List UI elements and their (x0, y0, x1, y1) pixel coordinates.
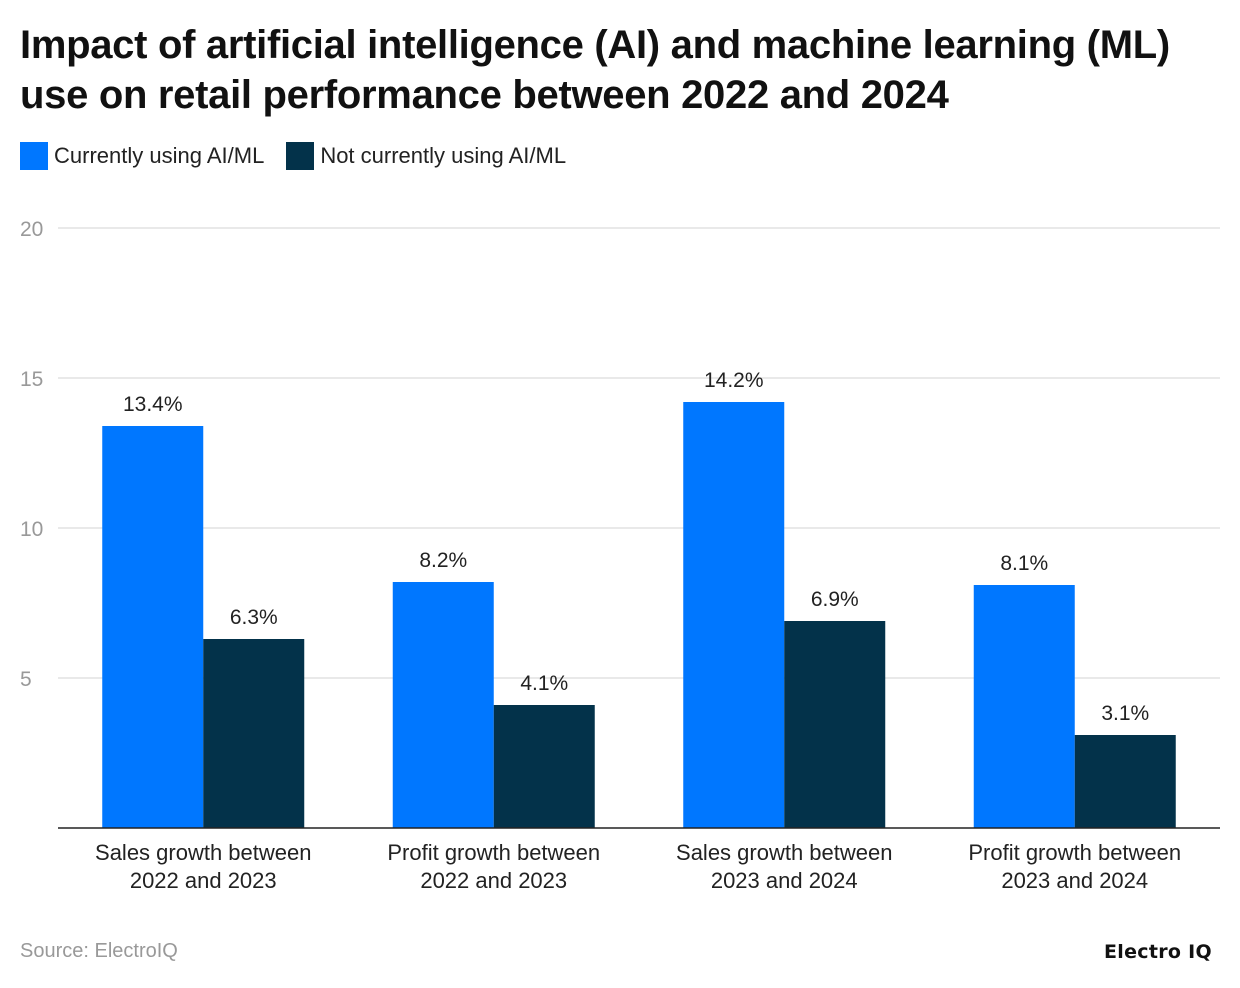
bar-not-using (784, 621, 886, 828)
legend-item-currently-using: Currently using AI/ML (20, 142, 264, 170)
data-label: 4.1% (520, 672, 568, 695)
data-label: 8.2% (419, 549, 467, 572)
x-tick-label: Sales growth between (95, 840, 311, 865)
x-tick-label: 2022 and 2023 (420, 868, 567, 893)
bar-using (392, 582, 494, 828)
data-label: 6.3% (230, 606, 278, 629)
legend-swatch-not-using (286, 142, 315, 170)
data-label: 14.2% (704, 369, 764, 392)
data-label: 8.1% (1000, 552, 1048, 575)
legend-swatch-currently-using (20, 142, 48, 170)
source-note: Source: ElectroIQ (20, 940, 178, 962)
y-tick-label: 20 (20, 218, 43, 241)
bar-not-using (1074, 735, 1176, 828)
y-tick-label: 15 (20, 368, 43, 391)
bar-using (683, 402, 785, 828)
data-label: 3.1% (1101, 702, 1149, 725)
bar-not-using (203, 639, 305, 828)
data-label: 6.9% (811, 588, 859, 611)
bar-using (102, 426, 204, 828)
x-tick-label: 2023 and 2024 (1001, 868, 1148, 893)
x-tick-label: Sales growth between (676, 840, 892, 865)
electroiq-logo: Electro IQ (1104, 941, 1212, 963)
x-tick-label: Profit growth between (968, 840, 1181, 865)
x-tick-label: 2022 and 2023 (130, 868, 277, 893)
x-tick-label: Profit growth between (387, 840, 600, 865)
legend-label-currently-using: Currently using AI/ML (54, 143, 265, 168)
bar-using (973, 585, 1075, 828)
legend-label-not-using: Not currently using AI/ML (320, 143, 567, 168)
data-label: 13.4% (123, 393, 183, 416)
chart-title: Impact of artificial intelligence (AI) a… (20, 23, 1170, 117)
x-tick-label: 2023 and 2024 (711, 868, 858, 893)
legend-item-not-using: Not currently using AI/ML (286, 142, 566, 170)
bar-not-using (493, 705, 595, 828)
legend: Currently using AI/ML Not currently usin… (20, 142, 588, 170)
y-tick-label: 10 (20, 518, 43, 541)
y-tick-label: 5 (20, 668, 32, 691)
